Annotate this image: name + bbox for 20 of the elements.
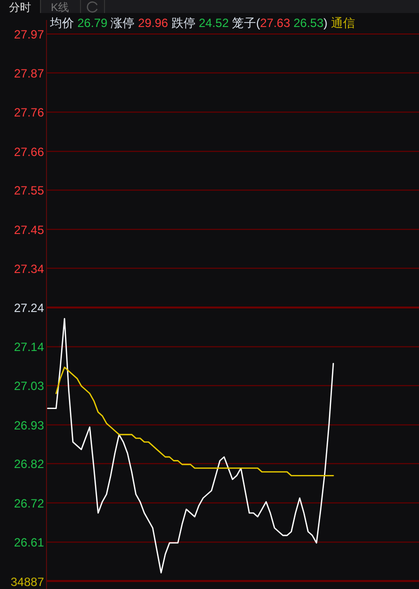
line-series [55,366,334,476]
text: 均价 26.79 涨停 29.96 跌停 24.52 笼子(27.63 26.53) 通信 [50,16,355,30]
text: K线 [50,1,70,14]
text: 分时 [9,1,31,14]
y-tick-label: 27.03 [14,379,44,394]
y-tick-label: 27.45 [14,222,44,237]
y-tick-label: 27.87 [14,66,44,80]
line-series [47,318,334,574]
y-tick-label: 27.66 [14,144,44,159]
y-tick-label: 27.34 [14,262,44,276]
y-tick-label: 27.76 [14,106,44,120]
y-tick-label: 26.61 [14,536,44,550]
y-tick-label: 27.97 [14,28,44,42]
y-tick-label: 26.93 [14,418,44,432]
y-tick-label: 26.82 [14,457,44,472]
text: 34887 [10,575,44,589]
y-tick-label: 26.72 [14,496,44,510]
y-tick-label: 27.14 [14,340,44,354]
y-tick-label: 27.24 [14,301,44,315]
y-tick-label: 27.55 [14,184,44,198]
